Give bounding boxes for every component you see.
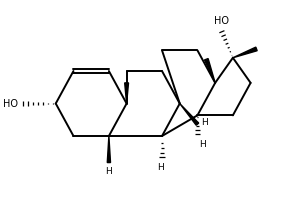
Polygon shape — [205, 59, 215, 83]
Text: H: H — [157, 163, 164, 172]
Text: H: H — [201, 118, 208, 127]
Text: HO: HO — [214, 16, 229, 26]
Polygon shape — [125, 83, 128, 104]
Text: HO: HO — [3, 98, 18, 109]
Polygon shape — [180, 104, 199, 125]
Text: H: H — [199, 139, 206, 148]
Polygon shape — [107, 136, 110, 163]
Polygon shape — [233, 47, 257, 58]
Text: H: H — [106, 167, 112, 176]
